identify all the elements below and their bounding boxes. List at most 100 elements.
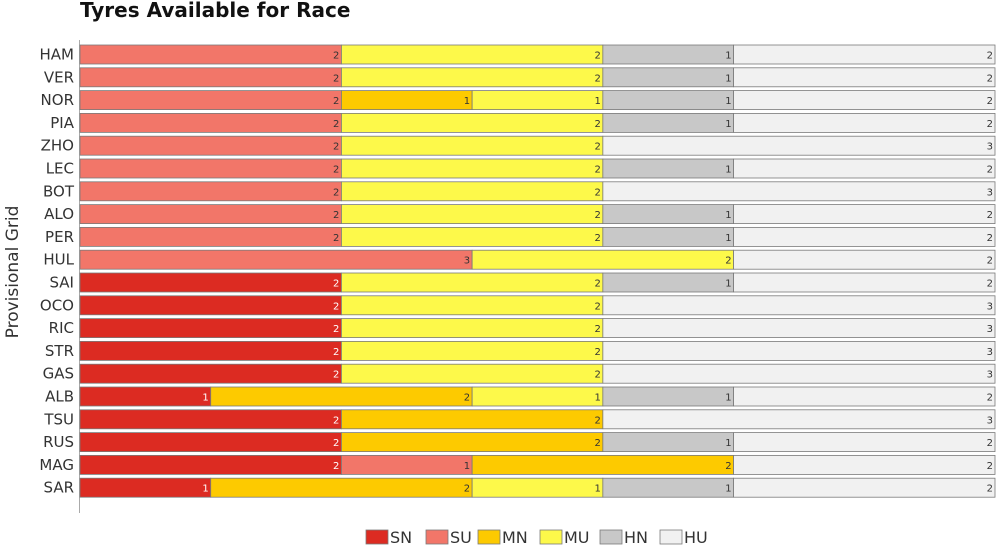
y-tick-label: PER	[45, 228, 74, 246]
bar-value-label: 2	[594, 301, 600, 312]
bar-segment	[602, 226, 734, 247]
bar-value-label: 1	[464, 461, 470, 472]
bar-segment	[341, 90, 473, 110]
bar-segment	[471, 249, 734, 270]
y-tick-label: ALB	[45, 388, 74, 406]
bar-segment	[733, 226, 996, 247]
bar-value-label: 1	[725, 165, 731, 176]
bar-value-label: 3	[464, 256, 470, 267]
legend-swatch	[539, 529, 563, 545]
bar-value-label: 1	[202, 393, 208, 404]
bar-segment	[602, 67, 734, 88]
bar-value-label: 1	[725, 484, 731, 495]
legend-label: MU	[564, 528, 590, 547]
bar-value-label: 1	[725, 51, 731, 62]
bar-segment	[79, 272, 342, 293]
bar-value-label: 3	[987, 301, 993, 312]
bar-segment	[733, 386, 996, 407]
bar-value-label: 2	[987, 119, 993, 130]
legend-swatch	[659, 529, 683, 545]
bar-value-label: 2	[987, 51, 993, 62]
bar-value-label: 1	[202, 484, 208, 495]
bar-segment	[341, 44, 604, 65]
bar-segment	[341, 135, 604, 156]
bar-value-label: 2	[333, 73, 339, 84]
y-tick-labels: HAM VER NOR PIA ZHO LEC BOT ALO PER HUL SAI OCO RIC S…	[39, 46, 74, 497]
bar-segment	[79, 158, 342, 179]
y-tick-label: SAI	[50, 274, 75, 292]
bar-segment	[602, 135, 996, 156]
bar-value-label: 2	[987, 484, 993, 495]
y-axis-title: Provisional Grid	[3, 206, 23, 339]
bar-value-label: 3	[987, 324, 993, 335]
bar-value-label: 2	[333, 415, 339, 426]
bar-value-label: 2	[333, 51, 339, 62]
bar-value-label: 2	[594, 233, 600, 244]
bar-segment	[341, 204, 604, 225]
bar-segment	[602, 295, 996, 316]
bar-segment	[602, 113, 734, 133]
bar-segment	[341, 272, 604, 293]
bar-value-label: 2	[333, 210, 339, 221]
bar-segment	[79, 226, 342, 247]
bar-value-label: 1	[464, 96, 470, 107]
bar-segment	[471, 386, 604, 407]
y-tick-label: HUL	[43, 251, 74, 269]
bar-value-label: 2	[594, 119, 600, 130]
bar-segment	[79, 181, 342, 202]
bar-segment	[341, 67, 604, 88]
bar-value-label: 2	[594, 142, 600, 153]
bar-value-label: 3	[987, 370, 993, 381]
y-tick-label: RIC	[49, 319, 74, 337]
y-tick-label: ZHO	[41, 137, 74, 155]
bar-segment	[79, 90, 342, 110]
legend-label: MN	[502, 528, 528, 547]
bar-value-label: 2	[333, 301, 339, 312]
bar-value-label: 3	[987, 347, 993, 358]
bar-value-label: 2	[333, 461, 339, 472]
legend-swatch	[365, 529, 389, 545]
bar-value-label: 3	[987, 142, 993, 153]
bar-value-label: 1	[725, 438, 731, 449]
bar-segment	[79, 432, 342, 453]
bar-segment	[341, 158, 604, 179]
bar-value-label: 2	[987, 461, 993, 472]
y-tick-label: TSU	[43, 410, 74, 428]
bar-segment	[602, 44, 734, 65]
y-tick-label: LEC	[46, 160, 74, 178]
bar-segment	[79, 477, 212, 498]
bar-segment	[471, 454, 734, 475]
y-tick-label: HAM	[40, 46, 74, 64]
bar-segment	[79, 113, 342, 133]
bar-segment	[341, 409, 604, 430]
bar-segment	[602, 386, 734, 407]
bar-segment	[79, 67, 342, 88]
bar-segment	[602, 181, 996, 202]
bar-value-label: 2	[594, 210, 600, 221]
bar-segment	[79, 135, 342, 156]
bar-segment	[733, 272, 996, 293]
bar-segment	[602, 158, 734, 179]
y-tick-label: BOT	[43, 182, 75, 200]
bar-value-label: 2	[594, 279, 600, 290]
bar-value-label: 2	[725, 461, 731, 472]
bar-value-label: 2	[987, 165, 993, 176]
bar-value-label: 2	[333, 165, 339, 176]
bar-segment	[79, 363, 342, 384]
bar-value-label: 2	[987, 96, 993, 107]
bar-value-label: 2	[333, 96, 339, 107]
bar-value-label: 2	[594, 324, 600, 335]
bar-value-label: 1	[725, 73, 731, 84]
chart-title: Tyres Available for Race	[80, 0, 350, 22]
bar-value-label: 2	[594, 165, 600, 176]
bar-value-label: 1	[594, 484, 600, 495]
bar-value-label: 1	[725, 279, 731, 290]
y-tick-label: NOR	[41, 91, 74, 109]
bar-value-label: 2	[333, 279, 339, 290]
y-tick-label: RUS	[43, 433, 74, 451]
bar-segment	[341, 432, 604, 453]
bar-value-label: 2	[594, 73, 600, 84]
bar-segment	[602, 318, 996, 339]
bar-value-label: 1	[594, 393, 600, 404]
bar-segment	[341, 181, 604, 202]
